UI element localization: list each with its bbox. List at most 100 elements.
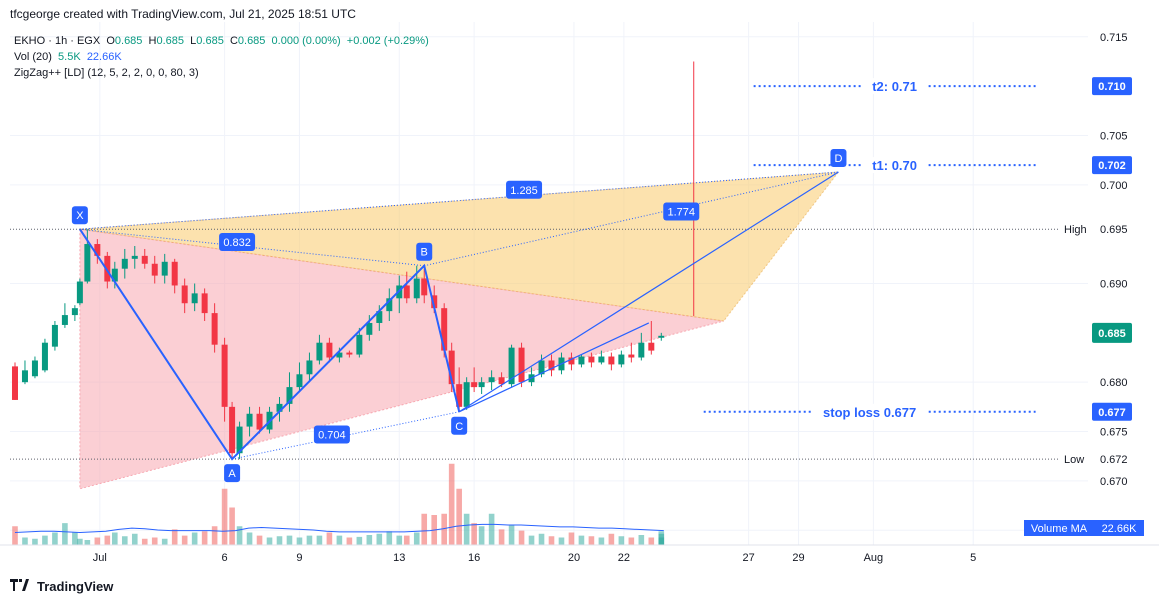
- volume-bar: [211, 526, 218, 545]
- candle: [456, 367, 463, 412]
- pivot-label-text: B: [421, 247, 428, 259]
- candle: [61, 303, 68, 328]
- volume-bar: [236, 526, 243, 545]
- pivot-label-b: B: [416, 242, 433, 261]
- candle: [658, 332, 665, 341]
- trend-line-0: [458, 322, 650, 413]
- volume-bar: [478, 526, 485, 545]
- volume-bar: [42, 535, 48, 545]
- volume-bar: [356, 536, 363, 545]
- volume-bar: [366, 535, 373, 545]
- candle: [171, 258, 178, 294]
- candle-body: [131, 255, 138, 259]
- volume-bar: [121, 536, 128, 545]
- axis-tag-label: Low: [1064, 454, 1084, 466]
- ratio-label: 0.832: [219, 233, 256, 252]
- candle: [201, 288, 208, 321]
- candle-body: [286, 387, 293, 404]
- symbol-label[interactable]: EKHO · 1h · EGX: [14, 35, 101, 47]
- tradingview-footer[interactable]: TradingView: [10, 579, 113, 594]
- candle-body: [658, 335, 665, 338]
- candle-body: [21, 370, 28, 383]
- candle-body: [151, 263, 158, 276]
- candle-body: [441, 308, 448, 351]
- candle-body: [111, 268, 118, 282]
- x-tick-label: Aug: [864, 552, 884, 564]
- chart-legend: EKHO · 1h · EGX O0.685 H0.685 L0.685 C0.…: [14, 33, 429, 81]
- volume-bar: [578, 535, 585, 545]
- candle: [191, 283, 198, 312]
- volume-ma-badge-label-bg: [1024, 520, 1094, 536]
- open-key: O: [106, 35, 115, 47]
- candle-body: [421, 278, 428, 296]
- candle-body: [638, 342, 645, 358]
- level-0-677: stop loss 0.677: [703, 403, 1036, 420]
- pivot-label-d: D: [830, 148, 847, 167]
- price-axis: 0.7150.7050.7000.6900.6800.6750.6700.665…: [1024, 0, 1159, 545]
- open-value: 0.685: [114, 35, 143, 47]
- axis-level-tag: 0.677: [1092, 402, 1132, 421]
- close-value: 0.685: [237, 35, 266, 47]
- candle-body: [296, 374, 303, 388]
- volume-bar: [52, 532, 58, 545]
- candle: [478, 377, 485, 395]
- candle: [94, 239, 101, 264]
- volume-bar: [658, 537, 665, 545]
- candle-body: [236, 426, 243, 454]
- candle-body: [11, 366, 18, 400]
- axis-level-tag: 0.702: [1092, 156, 1132, 175]
- candle: [628, 342, 635, 363]
- volume-bar: [62, 523, 68, 545]
- volume-bar: [421, 513, 428, 545]
- legend-zigzag-row[interactable]: ZigZag++ [LD] (12, 5, 2, 2, 0, 0, 80, 3): [14, 65, 429, 81]
- candle-body: [618, 354, 625, 365]
- chart-attribution: tfcgeorge created with TradingView.com, …: [10, 7, 356, 21]
- candle: [463, 377, 470, 410]
- candle: [229, 401, 236, 460]
- x-tick-label: 6: [222, 552, 228, 564]
- candle: [76, 278, 83, 306]
- candle: [316, 334, 323, 365]
- candle-body: [578, 356, 585, 365]
- candle-body: [246, 413, 253, 427]
- candle-body: [456, 384, 463, 407]
- volume-bar: [276, 536, 283, 545]
- candle: [618, 350, 625, 368]
- level-label-bg: [813, 403, 927, 420]
- candle: [578, 354, 585, 368]
- candle: [211, 303, 218, 353]
- x-tick-label: 16: [468, 552, 480, 564]
- candle: [548, 354, 555, 377]
- volume-bar: [648, 537, 655, 545]
- candle-body: [386, 298, 393, 312]
- axis-level-tag-bg: [1092, 156, 1132, 175]
- volume-bar: [131, 533, 138, 545]
- volume-bar: [229, 507, 235, 545]
- candle: [41, 338, 48, 373]
- y-tick-label: 0.715: [1100, 32, 1128, 44]
- candle: [31, 356, 38, 379]
- ratio-line-xb: [79, 228, 425, 267]
- ratio-label-bg: [506, 180, 543, 199]
- volume-bar: [608, 533, 615, 545]
- candle-body: [229, 406, 236, 454]
- candle-body: [538, 360, 545, 375]
- volume-bar: [508, 525, 515, 545]
- volume-bar: [463, 513, 470, 545]
- candle-body: [463, 382, 470, 407]
- pivot-label-x: X: [71, 206, 88, 225]
- volume-ma-badge-value-bg: [1094, 520, 1144, 536]
- candle: [488, 370, 495, 391]
- ratio-line-xd: [79, 171, 839, 230]
- legend-volume-row[interactable]: Vol (20) 5.5K 22.66K: [14, 49, 429, 65]
- volume-ma-value: 22.66K: [86, 51, 122, 63]
- candle-body: [84, 244, 91, 282]
- volume-bar: [456, 488, 462, 545]
- candle: [638, 332, 645, 361]
- volume-bar: [201, 531, 208, 545]
- high-key: H: [148, 35, 157, 47]
- volume-value: 5.5K: [58, 51, 81, 63]
- volume-bar: [346, 537, 353, 545]
- candle: [386, 288, 393, 321]
